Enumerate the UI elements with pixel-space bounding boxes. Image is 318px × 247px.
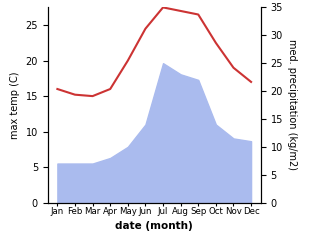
Y-axis label: max temp (C): max temp (C) bbox=[10, 71, 20, 139]
Y-axis label: med. precipitation (kg/m2): med. precipitation (kg/m2) bbox=[287, 40, 297, 170]
X-axis label: date (month): date (month) bbox=[115, 221, 193, 231]
